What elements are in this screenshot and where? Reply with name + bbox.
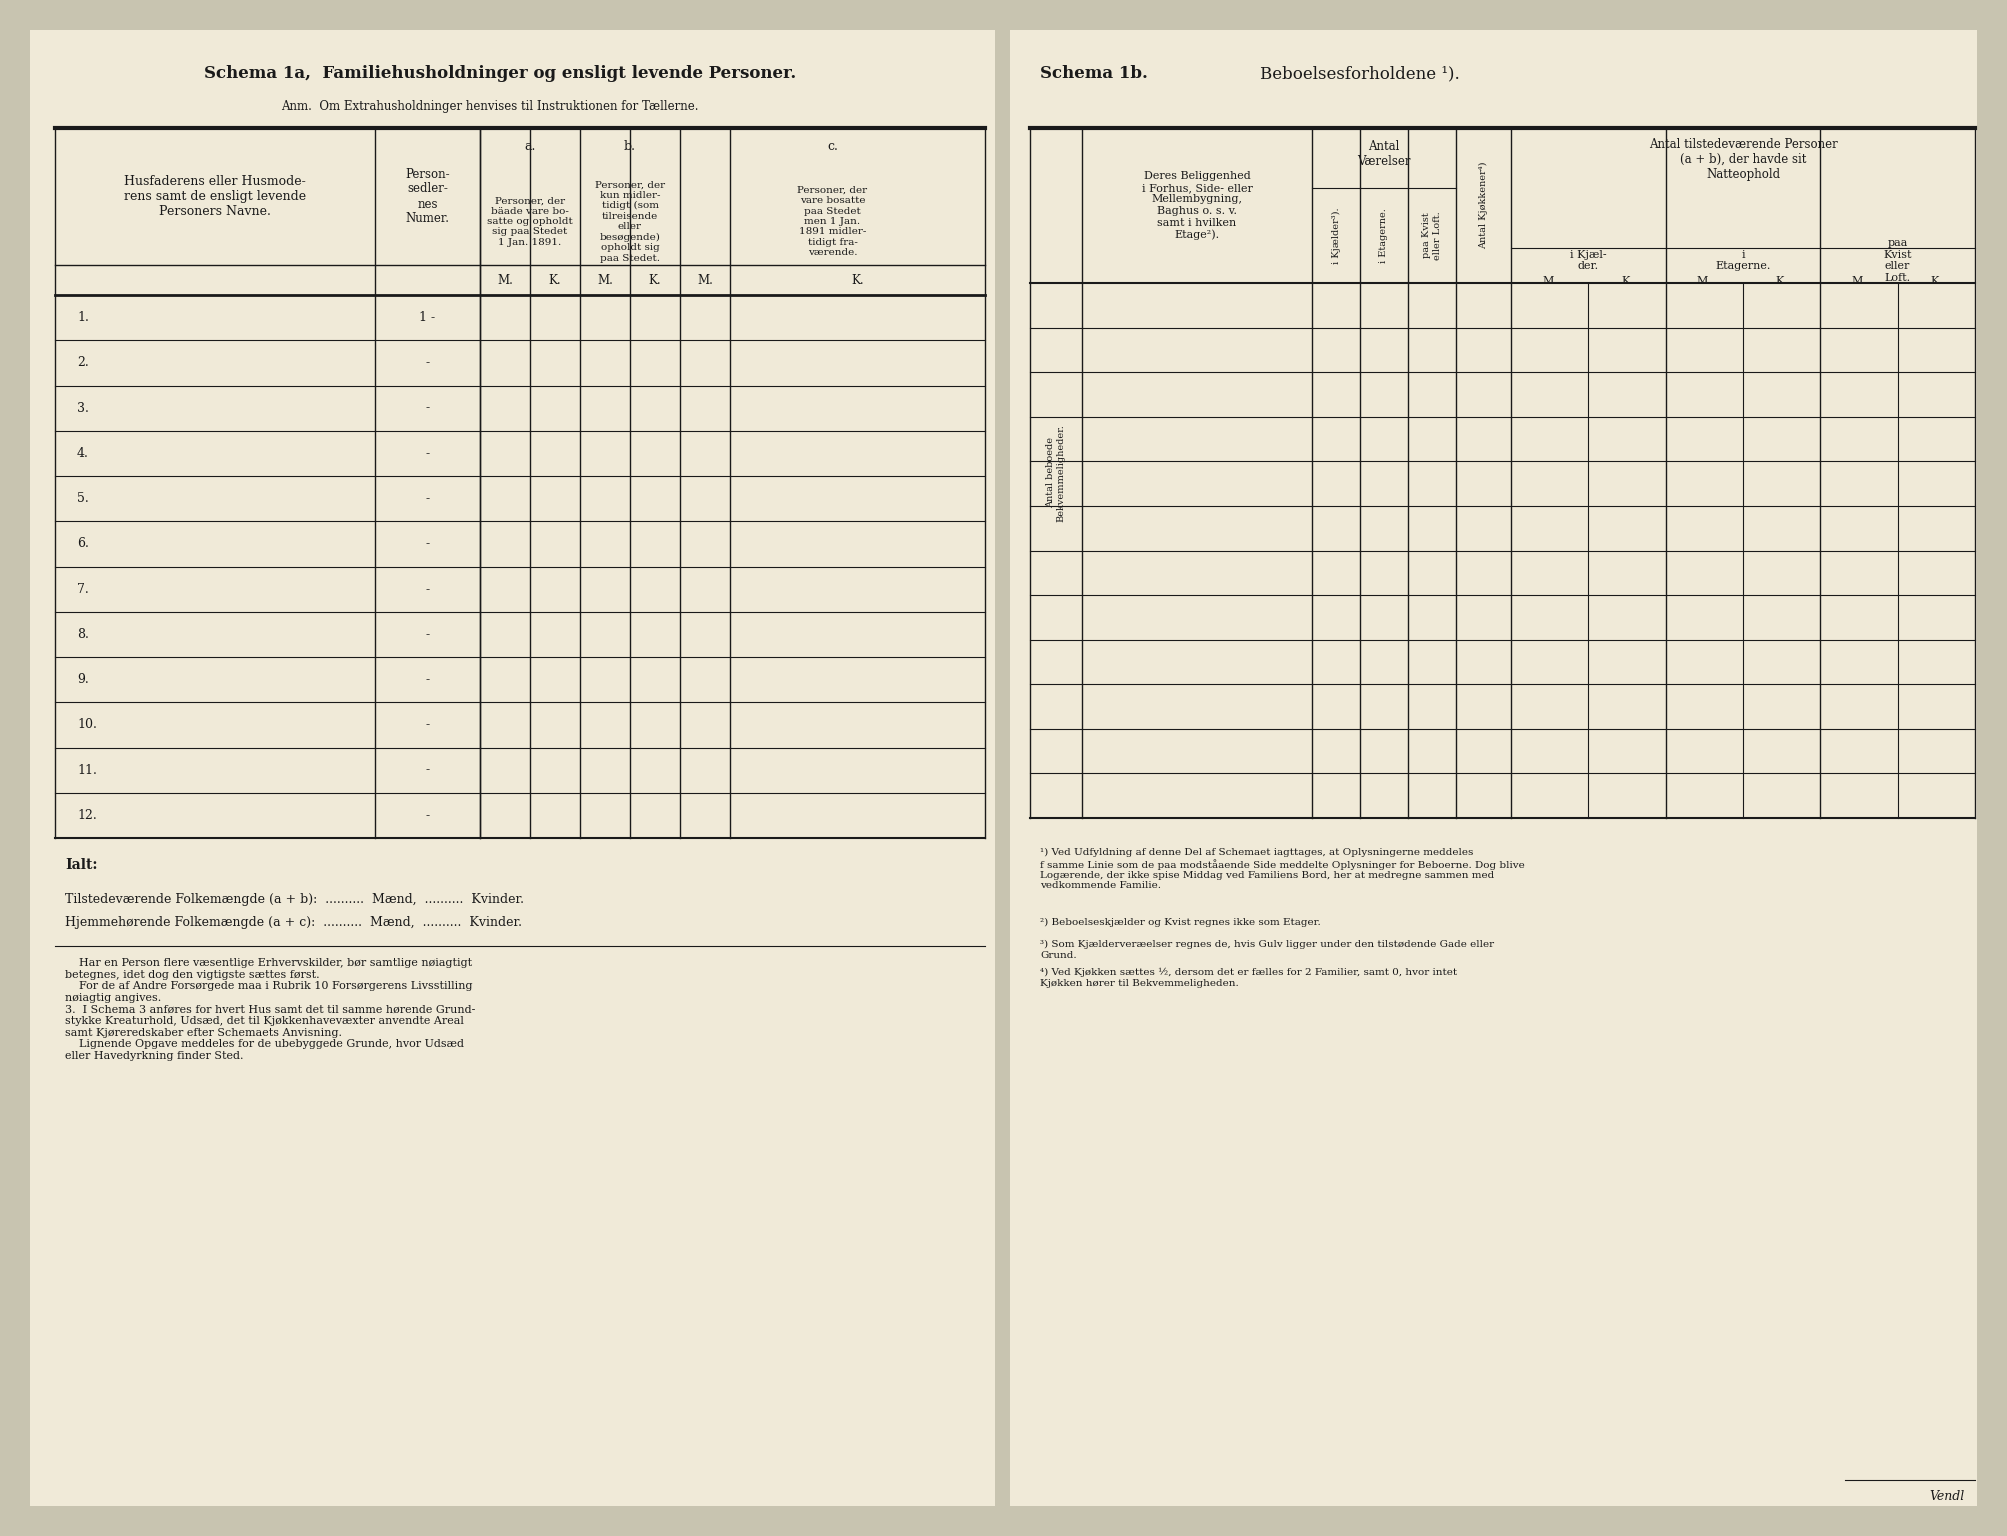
Text: b.: b. (624, 140, 636, 154)
Text: Antal
Værelser: Antal Værelser (1357, 140, 1411, 167)
Text: Antal beboede
Bekvemmeligheder.: Antal beboede Bekvemmeligheder. (1046, 424, 1066, 522)
Text: 4.: 4. (76, 447, 88, 459)
Text: i
Etagerne.: i Etagerne. (1716, 250, 1770, 272)
Text: 3.: 3. (76, 401, 88, 415)
Text: -: - (425, 719, 429, 731)
Text: M.: M. (498, 273, 514, 287)
Text: 8.: 8. (76, 628, 88, 641)
Text: M.: M. (1696, 275, 1712, 286)
Bar (30, 31, 995, 1505)
Text: K.: K. (1776, 275, 1788, 286)
Text: Antal tilstedeværende Personer
(a + b), der havde sit
Natteophold: Antal tilstedeværende Personer (a + b), … (1648, 138, 1836, 181)
Text: Beboelsesforholdene ¹).: Beboelsesforholdene ¹). (1260, 65, 1459, 81)
Text: -: - (425, 492, 429, 505)
Text: 7.: 7. (76, 582, 88, 596)
Text: M.: M. (1541, 275, 1557, 286)
Text: 5.: 5. (76, 492, 88, 505)
Text: 1 -: 1 - (419, 312, 436, 324)
Text: 10.: 10. (76, 719, 96, 731)
Text: Tilstedeværende Folkemængde (a + b):  ..........  Mænd,  ..........  Kvinder.: Tilstedeværende Folkemængde (a + b): ...… (64, 892, 524, 906)
Text: Schema 1a,  Familiehusholdninger og ensligt levende Personer.: Schema 1a, Familiehusholdninger og ensli… (205, 65, 797, 81)
Text: -: - (425, 401, 429, 415)
Text: M.: M. (596, 273, 612, 287)
Bar (1010, 31, 1977, 1505)
Text: Personer, der
kun midler-
tidigt (som
tilreisende
eller
besøgende)
opholdt sig
p: Personer, der kun midler- tidigt (som ti… (594, 180, 664, 263)
Text: Schema 1b.: Schema 1b. (1040, 65, 1148, 81)
Text: 11.: 11. (76, 763, 96, 777)
Text: 12.: 12. (76, 809, 96, 822)
Text: -: - (425, 763, 429, 777)
Text: Antal Kjøkkener⁴): Antal Kjøkkener⁴) (1479, 161, 1487, 249)
Text: K.: K. (851, 273, 863, 287)
Text: -: - (425, 809, 429, 822)
Text: ⁴) Ved Kjøkken sættes ½, dersom det er fælles for 2 Familier, samt 0, hvor intet: ⁴) Ved Kjøkken sættes ½, dersom det er f… (1040, 968, 1457, 988)
Text: -: - (425, 447, 429, 459)
Text: i Kjælder³).: i Kjælder³). (1331, 207, 1341, 264)
Text: i Kjæl-
der.: i Kjæl- der. (1569, 250, 1608, 272)
Text: ²) Beboelseskjælder og Kvist regnes ikke som Etager.: ²) Beboelseskjælder og Kvist regnes ikke… (1040, 919, 1321, 928)
Text: -: - (425, 582, 429, 596)
Text: Hjemmehørende Folkemængde (a + c):  ..........  Mænd,  ..........  Kvinder.: Hjemmehørende Folkemængde (a + c): .....… (64, 915, 522, 929)
Text: Anm.  Om Extrahusholdninger henvises til Instruktionen for Tællerne.: Anm. Om Extrahusholdninger henvises til … (281, 100, 698, 114)
Text: K.: K. (648, 273, 662, 287)
Text: Person-
sedler-
nes
Numer.: Person- sedler- nes Numer. (405, 167, 450, 226)
Text: 2.: 2. (76, 356, 88, 369)
Text: 6.: 6. (76, 538, 88, 550)
Text: M.: M. (696, 273, 712, 287)
Text: Deres Beliggenhed
i Forhus, Side- eller
Mellembygning,
Baghus o. s. v.
samt i hv: Deres Beliggenhed i Forhus, Side- eller … (1142, 170, 1252, 240)
Text: ¹) Ved Udfyldning af denne Del af Schemaet iagttages, at Oplysningerne meddeles
: ¹) Ved Udfyldning af denne Del af Schema… (1040, 848, 1525, 891)
Text: Vendl: Vendl (1931, 1490, 1965, 1504)
Text: -: - (425, 628, 429, 641)
Text: paa Kvist
eller Loft.: paa Kvist eller Loft. (1423, 210, 1441, 260)
Text: K.: K. (1622, 275, 1634, 286)
Text: K.: K. (1931, 275, 1943, 286)
Text: K.: K. (548, 273, 562, 287)
Text: 9.: 9. (76, 673, 88, 687)
Text: c.: c. (827, 140, 839, 154)
Text: M.: M. (1852, 275, 1867, 286)
Text: 1.: 1. (76, 312, 88, 324)
Text: Har en Person flere væsentlige Erhvervskilder, bør samtlige nøiagtigt
betegnes, : Har en Person flere væsentlige Erhvervsk… (64, 958, 476, 1061)
Text: -: - (425, 538, 429, 550)
Text: Personer, der
vare bosatte
paa Stedet
men 1 Jan.
1891 midler-
tidigt fra-
værend: Personer, der vare bosatte paa Stedet me… (797, 186, 867, 257)
Text: Ialt:: Ialt: (64, 859, 98, 872)
Text: Husfaderens eller Husmode-
rens samt de ensligt levende
Personers Navne.: Husfaderens eller Husmode- rens samt de … (124, 175, 305, 218)
Text: Personer, der
bäade vare bo-
satte og opholdt
sig paa Stedet
1 Jan. 1891.: Personer, der bäade vare bo- satte og op… (488, 197, 572, 247)
Text: ³) Som Kjælderveræelser regnes de, hvis Gulv ligger under den tilstødende Gade e: ³) Som Kjælderveræelser regnes de, hvis … (1040, 940, 1493, 960)
Text: paa
Kvist
eller
Loft.: paa Kvist eller Loft. (1883, 238, 1913, 283)
Text: -: - (425, 356, 429, 369)
Text: i Etagerne.: i Etagerne. (1379, 207, 1389, 263)
Text: -: - (425, 673, 429, 687)
Text: a.: a. (524, 140, 536, 154)
